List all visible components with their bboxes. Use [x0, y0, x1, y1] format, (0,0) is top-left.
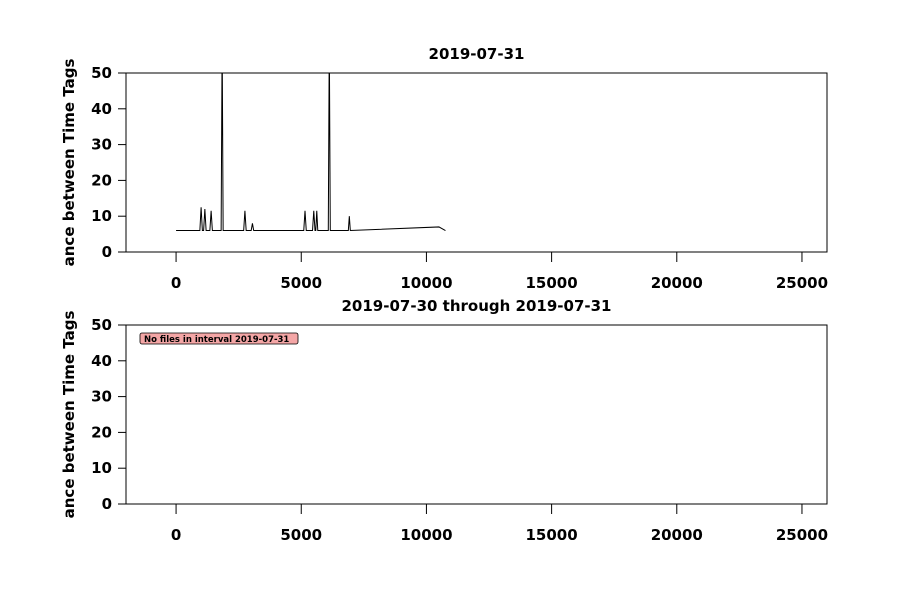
y-tick-label: 40	[91, 100, 112, 118]
x-tick-label: 20000	[651, 274, 703, 292]
annotation: No files in interval 2019-07-31	[144, 335, 289, 345]
plot-frame	[125, 324, 828, 505]
chart-title: 2019-07-30 through 2019-07-31	[342, 297, 612, 315]
y-axis-label: ance between Time Tags	[60, 311, 78, 519]
y-tick-label: 30	[91, 388, 112, 406]
x-tick-label: 20000	[651, 526, 703, 544]
y-tick-label: 20	[91, 171, 112, 189]
y-tick-label: 30	[91, 136, 112, 154]
x-tick-label: 15000	[526, 526, 578, 544]
x-tick-label: 25000	[776, 274, 828, 292]
x-tick-label: 5000	[280, 526, 322, 544]
y-tick-label: 0	[102, 243, 112, 261]
y-tick-label: 50	[91, 64, 112, 82]
x-tick-label: 10000	[400, 526, 452, 544]
y-tick-label: 20	[91, 423, 112, 441]
y-axis-label: ance between Time Tags	[60, 59, 78, 267]
chart-title: 2019-07-31	[429, 45, 525, 63]
x-tick-label: 5000	[280, 274, 322, 292]
y-tick-label: 10	[91, 459, 112, 477]
plot-frame	[125, 72, 828, 253]
data-line	[176, 73, 446, 232]
x-tick-label: 0	[171, 274, 181, 292]
x-tick-label: 0	[171, 526, 181, 544]
annotation-box	[139, 332, 299, 345]
y-tick-label: 0	[102, 495, 112, 513]
y-tick-label: 50	[91, 316, 112, 334]
y-tick-label: 40	[91, 352, 112, 370]
x-tick-label: 15000	[526, 274, 578, 292]
x-tick-label: 10000	[400, 274, 452, 292]
x-tick-label: 25000	[776, 526, 828, 544]
y-tick-label: 10	[91, 207, 112, 225]
